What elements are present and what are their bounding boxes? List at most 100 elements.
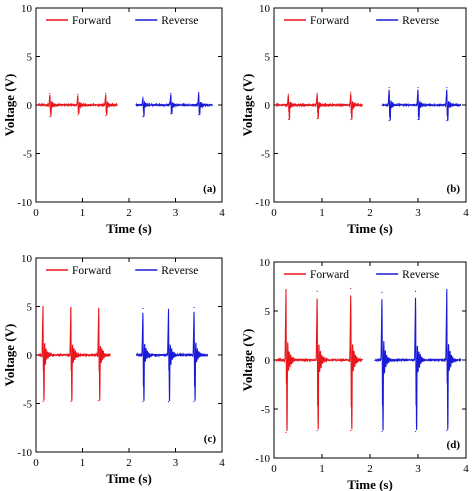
spike-peak-marker [287,93,289,95]
legend-label-reverse: Reverse [402,269,439,281]
series-line-forward [275,93,364,120]
x-tick-label: 3 [173,457,179,469]
panel-label: (a) [203,183,216,195]
y-tick-label: 10 [259,3,271,15]
y-tick-label: 10 [21,253,33,265]
x-tick-label: 0 [271,463,277,475]
spike-trough-marker [42,400,44,403]
x-tick-label: 0 [33,457,39,469]
panel-label: (d) [447,439,461,451]
spike-peak-marker [446,288,448,291]
y-tick-label: -10 [17,197,32,209]
x-tick-label: 4 [219,207,225,219]
spike-trough-marker [287,118,289,121]
series-line-reverse [135,93,213,117]
y-tick-label: 0 [27,100,33,112]
x-axis-label: Time (s) [347,477,393,491]
spike-trough-marker [446,119,448,122]
y-tick-label: 5 [27,52,33,64]
y-tick-label: -10 [255,453,270,465]
legend-label-forward: Forward [72,15,111,27]
panel-label: (c) [204,433,217,445]
spike-peak-marker [49,92,51,94]
spike-trough-marker [350,429,352,432]
x-tick-label: 0 [271,207,277,219]
spike-trough-marker [417,118,419,121]
series-line-forward [37,306,111,402]
x-tick-label: 4 [463,463,469,475]
spike-peak-marker [198,91,200,93]
spike-trough-marker [198,114,200,116]
spike-trough-marker [70,400,72,403]
spike-trough-marker [105,115,107,117]
spike-peak-marker [105,92,107,94]
y-tick-label: -5 [261,149,271,161]
spike-peak-marker [446,86,448,89]
y-axis-label: Voltage (V) [240,74,255,137]
spike-trough-marker [415,430,417,433]
x-tick-label: 4 [219,457,225,469]
spike-peak-marker [285,288,287,291]
legend-label-reverse: Reverse [161,265,198,277]
series-line-forward [37,94,118,117]
x-tick-label: 3 [173,207,179,219]
spike-peak-marker [193,306,195,309]
y-tick-label: 5 [265,52,271,64]
x-tick-label: 0 [33,207,39,219]
chart-panel: 0 1 2 3 4 10 5 0 -5 -10 Time (s) Voltage (V) Forward… [240,257,469,491]
x-tick-label: 1 [319,463,325,475]
y-axis-label: Voltage (V) [2,74,17,137]
spike-trough-marker [446,429,448,432]
spike-peak-marker [316,290,318,292]
y-tick-label: 5 [265,306,271,318]
chart-panel: 0 1 2 3 4 10 5 0 -5 -10 Time (s) Voltage (V) Forward… [2,253,225,486]
spike-peak-marker [388,86,390,89]
spike-peak-marker [42,305,44,308]
spike-peak-marker [98,307,100,310]
x-tick-label: 2 [126,207,132,219]
spike-trough-marker [49,116,51,118]
legend-label-forward: Forward [72,265,111,277]
x-tick-label: 2 [367,463,373,475]
x-tick-label: 1 [80,457,86,469]
spike-trough-marker [77,114,79,116]
spike-peak-marker [167,308,170,311]
y-axis-label: Voltage (V) [2,324,17,387]
spike-peak-marker [415,290,417,292]
x-tick-label: 3 [415,463,421,475]
y-tick-label: 10 [259,257,271,269]
chart-panel: 0 1 2 3 4 10 5 0 -5 -10 Time (s) Voltage (V) Forward… [240,3,469,236]
y-tick-label: -5 [261,404,271,416]
y-tick-label: -10 [17,447,32,459]
x-tick-label: 3 [415,207,421,219]
series-line-reverse [381,89,462,121]
y-tick-label: -5 [23,399,33,411]
spike-peak-marker [381,291,383,293]
series-line-reverse [135,309,209,401]
x-tick-label: 2 [367,207,373,219]
legend-label-reverse: Reverse [402,15,439,27]
x-tick-label: 1 [319,207,325,219]
legend-label-reverse: Reverse [161,15,198,27]
series-line-forward [275,289,364,431]
y-tick-label: 10 [21,3,33,15]
spike-peak-marker [142,96,144,98]
spike-trough-marker [316,429,318,432]
spike-peak-marker [350,91,352,93]
y-tick-label: -5 [23,149,33,161]
x-tick-label: 1 [80,207,86,219]
chart-panel: 0 1 2 3 4 10 5 0 -5 -10 Time (s) Voltage (V) Forward… [2,3,225,236]
y-tick-label: 0 [27,350,33,362]
spike-peak-marker [350,287,352,290]
legend-label-forward: Forward [310,15,349,27]
spike-trough-marker [98,399,100,402]
spike-peak-marker [417,86,419,89]
series-line-reverse [374,289,462,431]
spike-peak-marker [170,92,172,94]
spike-peak-marker [316,92,318,94]
spike-peak-marker [142,307,144,310]
y-axis-label: Voltage (V) [240,329,255,392]
x-axis-label: Time (s) [106,471,152,486]
x-tick-label: 2 [126,457,132,469]
